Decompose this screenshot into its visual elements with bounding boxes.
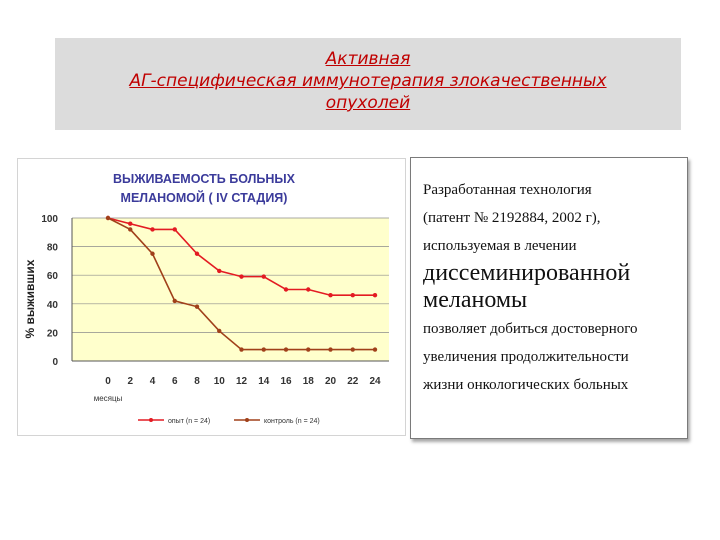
- data-point-1-2: [150, 251, 155, 256]
- slide-title-line-2: АГ-специфическая иммунотерапия злокачест…: [129, 71, 607, 91]
- data-point-1-1: [128, 227, 133, 232]
- data-point-0-4: [194, 251, 200, 256]
- data-point-1-10: [328, 347, 333, 352]
- x-tick-label-6: 6: [172, 376, 178, 387]
- x-tick-label-4: 4: [150, 376, 156, 387]
- text-line-2: (патент № 2192884, 2002 г),: [423, 210, 601, 226]
- data-point-1-6: [239, 347, 244, 352]
- data-point-1-11: [350, 347, 355, 352]
- legend-marker-opyt: [149, 418, 153, 422]
- survival-chart: ВЫЖИВАЕМОСТЬ БОЛЬНЫХ МЕЛАНОМОЙ ( IV СТАД…: [23, 172, 389, 425]
- y-tick-labels: 0 20 40 60 80 100: [41, 214, 58, 368]
- data-point-0-5: [217, 268, 222, 274]
- x-tick-label-8: 8: [194, 376, 200, 387]
- legend-marker-kontrol: [245, 418, 249, 422]
- data-point-0-6: [239, 274, 244, 279]
- text-line-5: меланомы: [423, 287, 528, 313]
- data-point-1-9: [306, 347, 311, 352]
- x-tick-label-16: 16: [280, 376, 292, 387]
- x-tick-label-24: 24: [369, 376, 381, 387]
- data-point-1-8: [283, 347, 289, 352]
- x-tick-label-10: 10: [214, 376, 226, 387]
- y-tick-label-100: 100: [41, 214, 58, 225]
- x-tick-label-2: 2: [127, 376, 133, 387]
- x-tick-label-18: 18: [303, 376, 315, 387]
- data-point-0-10: [328, 293, 333, 298]
- y-tick-label-0: 0: [52, 357, 58, 368]
- data-point-1-7: [261, 347, 266, 352]
- data-point-0-7: [261, 274, 266, 279]
- slide-title-box: Активная АГ-специфическая иммунотерапия …: [55, 38, 681, 130]
- slide-title-line-3: опухолей: [325, 93, 411, 113]
- x-tick-label-20: 20: [325, 376, 337, 387]
- y-tick-label-80: 80: [47, 243, 59, 254]
- chart-title-line-1: ВЫЖИВАЕМОСТЬ БОЛЬНЫХ: [113, 172, 296, 186]
- text-line-7: увеличения продолжительности: [423, 349, 629, 365]
- y-tick-label-60: 60: [47, 271, 59, 282]
- series-group: [105, 215, 378, 352]
- legend: опыт (n = 24) контроль (n = 24): [138, 418, 320, 425]
- legend-label-opyt: опыт (n = 24): [168, 418, 210, 425]
- text-line-3: используемая в лечении: [423, 238, 577, 254]
- grid-lines: [72, 217, 389, 333]
- text-line-8: жизни онкологических больных: [423, 377, 629, 393]
- data-point-0-2: [150, 227, 155, 232]
- y-tick-label-40: 40: [47, 300, 59, 311]
- x-axis-label: месяцы: [94, 394, 123, 403]
- slide-title-line-1: Активная: [325, 49, 411, 69]
- chart-panel: ВЫЖИВАЕМОСТЬ БОЛЬНЫХ МЕЛАНОМОЙ ( IV СТАД…: [17, 158, 406, 436]
- data-point-0-3: [172, 227, 177, 232]
- data-point-0-8: [283, 287, 289, 292]
- x-tick-labels: 0 2 4 6 8 10 12 14 16 18 20 22 24: [105, 376, 381, 387]
- data-point-0-1: [128, 221, 133, 226]
- text-line-4: диссеминированной: [423, 260, 631, 286]
- x-tick-label-0: 0: [105, 376, 111, 387]
- text-panel: Разработанная технология (патент № 21928…: [410, 157, 688, 439]
- text-line-6: позволяет добиться достоверного: [423, 321, 638, 337]
- data-point-0-11: [350, 293, 355, 298]
- chart-title-line-2: МЕЛАНОМОЙ ( IV СТАДИЯ): [121, 190, 288, 205]
- data-point-1-5: [217, 328, 222, 334]
- x-tick-label-12: 12: [236, 376, 248, 387]
- data-point-1-4: [194, 304, 200, 309]
- data-point-1-3: [172, 298, 177, 304]
- data-point-0-12: [372, 293, 378, 298]
- data-point-1-0: [105, 215, 111, 221]
- y-axis-label: % выживших: [23, 259, 37, 338]
- plot-area: [72, 218, 389, 361]
- y-tick-label-20: 20: [47, 328, 59, 339]
- data-point-1-12: [372, 347, 378, 352]
- x-tick-label-14: 14: [258, 376, 270, 387]
- legend-label-kontrol: контроль (n = 24): [264, 418, 320, 425]
- text-line-1: Разработанная технология: [423, 182, 592, 198]
- data-point-0-9: [306, 287, 311, 292]
- x-tick-label-22: 22: [347, 376, 359, 387]
